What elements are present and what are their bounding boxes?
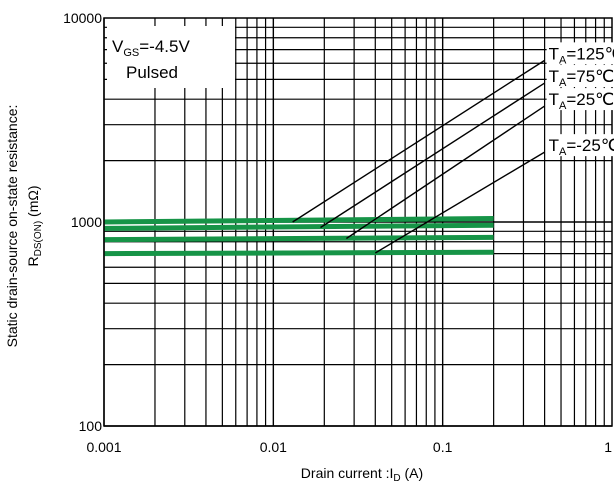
series-label: TA=75℃ bbox=[549, 67, 614, 89]
series-line bbox=[103, 234, 494, 243]
series-lines bbox=[103, 216, 494, 257]
series-line bbox=[103, 216, 494, 225]
vgs-condition: VGS=-4.5V bbox=[112, 37, 190, 59]
series-label: TA=-25℃ bbox=[549, 136, 614, 158]
y-tick-label: 1000 bbox=[71, 214, 102, 230]
x-tick-label: 1 bbox=[604, 439, 612, 455]
y-tick-label: 10000 bbox=[63, 10, 102, 26]
label-background bbox=[546, 88, 614, 111]
x-tick-label: 0.001 bbox=[86, 439, 121, 455]
series-labels: TA=125℃TA=75℃TA=25℃ TA=-25℃ bbox=[546, 42, 614, 158]
x-axis-label: Drain current :ID (A) bbox=[301, 465, 423, 484]
x-tick-label: 0.01 bbox=[260, 439, 287, 455]
label-leader-lines bbox=[292, 59, 546, 254]
x-tick-labels: 0.001 0.01 0.1 1 bbox=[86, 439, 612, 455]
label-leader-line bbox=[292, 59, 545, 223]
label-leader-line bbox=[320, 82, 545, 229]
series-line bbox=[103, 222, 494, 231]
condition-box bbox=[107, 26, 235, 88]
series-label: TA=125℃ bbox=[549, 44, 614, 66]
series-label: TA=25℃ bbox=[549, 90, 614, 112]
y-axis-label-symbol: RDS(ON) (mΩ) bbox=[25, 185, 44, 266]
x-tick-label: 0.1 bbox=[433, 439, 453, 455]
label-leader-line bbox=[374, 151, 545, 254]
y-tick-label: 100 bbox=[79, 418, 103, 434]
plot-frame bbox=[103, 17, 613, 427]
label-leader-line bbox=[345, 105, 546, 240]
label-background bbox=[546, 134, 614, 157]
label-background bbox=[546, 42, 614, 65]
pulsed-condition: Pulsed bbox=[126, 63, 178, 82]
y-axis-label: Static drain-source on-state resistance: bbox=[4, 105, 20, 348]
label-background bbox=[546, 65, 614, 88]
y-tick-labels: 100 1000 10000 bbox=[63, 10, 102, 434]
series-line bbox=[103, 249, 494, 257]
